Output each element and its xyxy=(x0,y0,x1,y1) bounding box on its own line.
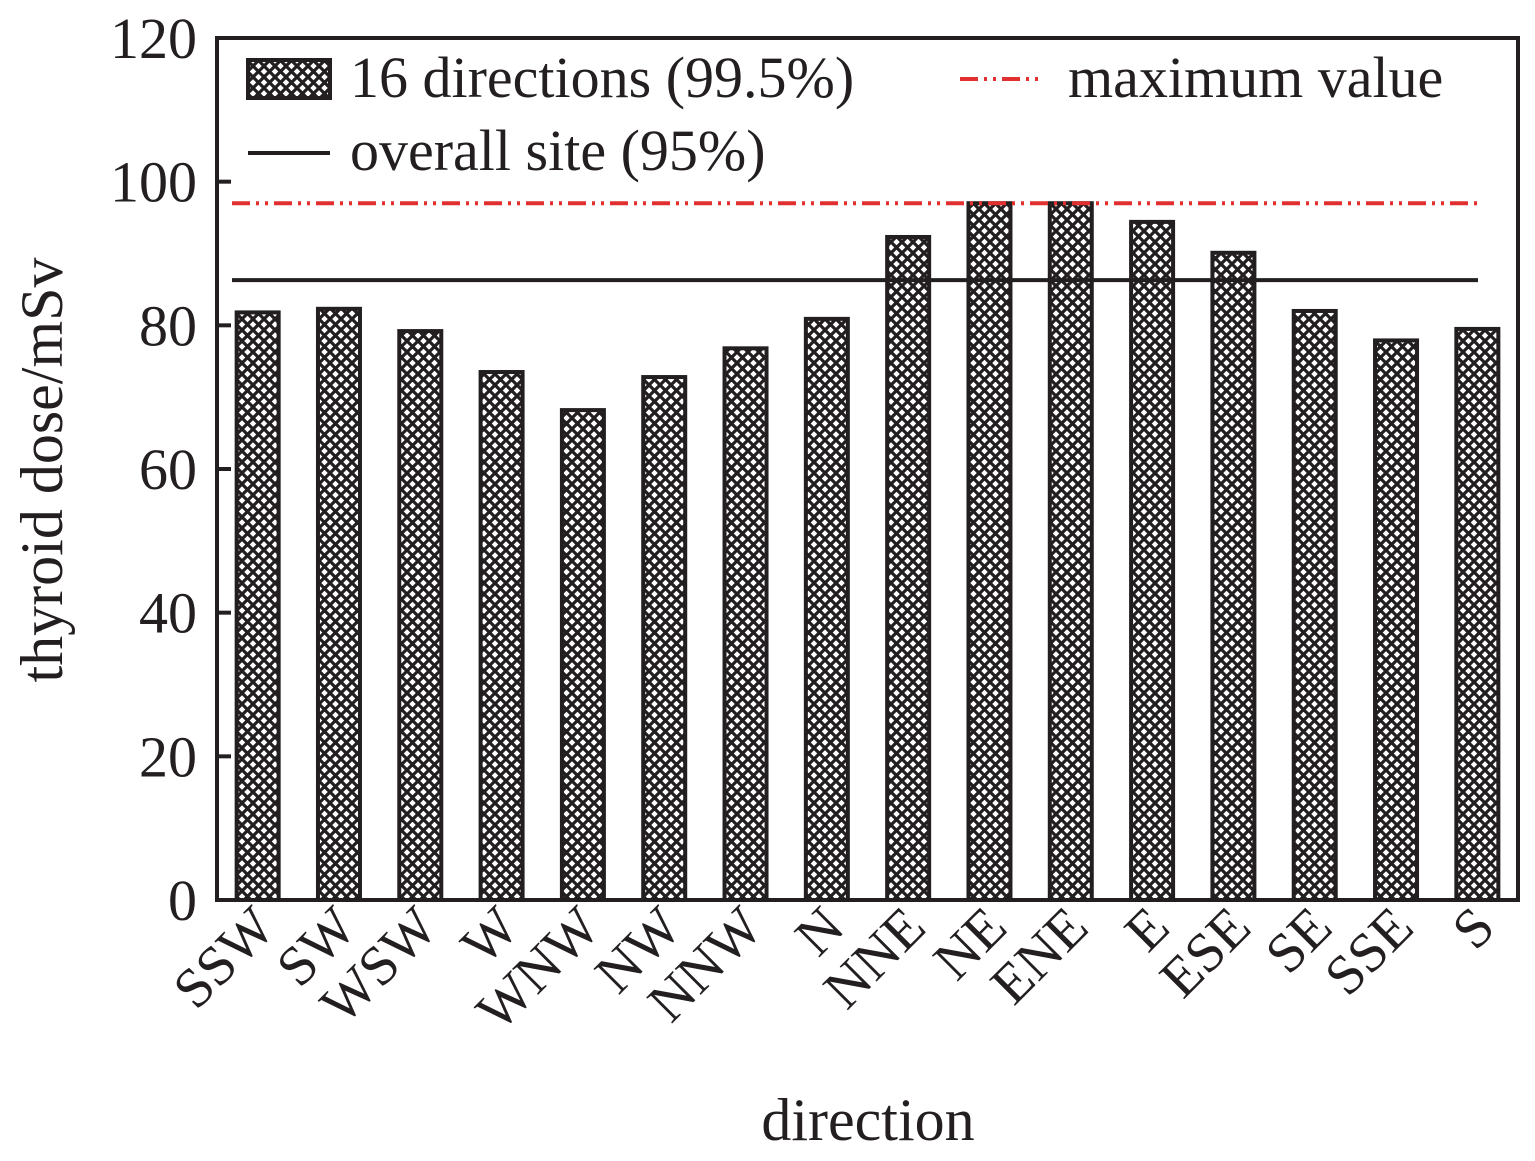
legend-label-overall: overall site (95%) xyxy=(350,118,766,183)
legend-swatch-bars xyxy=(246,58,332,100)
bar-nne xyxy=(885,234,932,902)
bar-sw xyxy=(315,306,362,903)
bar-nnw xyxy=(722,346,769,902)
y-tick-label: 40 xyxy=(139,581,197,646)
y-tick-label: 60 xyxy=(139,437,197,502)
x-tick-label-ene: ENE xyxy=(979,895,1100,1016)
x-tick-label-ese: ESE xyxy=(1148,895,1262,1009)
bar-ene xyxy=(1047,201,1094,902)
y-tick-label: 0 xyxy=(168,868,197,933)
y-axis-title: thyroid dose/mSv xyxy=(9,257,75,682)
bar-wsw xyxy=(397,329,444,902)
bar-nw xyxy=(641,375,688,902)
legend-label-bars: 16 directions (99.5%) xyxy=(350,45,854,110)
bar-n xyxy=(803,316,850,902)
y-ticks-layer: 0 20 40 60 80 100 120 xyxy=(110,6,231,933)
bar-ese xyxy=(1210,250,1257,902)
bar-ssw xyxy=(234,310,281,902)
x-axis-title: direction xyxy=(761,1087,974,1153)
bar-e xyxy=(1129,219,1176,903)
bar-se xyxy=(1291,308,1338,902)
legend-label-maximum: maximum value xyxy=(1068,45,1443,110)
y-tick-label: 80 xyxy=(139,293,197,358)
bar-sse xyxy=(1373,338,1420,902)
x-tick-label-s: S xyxy=(1441,895,1507,961)
reference-lines-layer xyxy=(232,201,1478,283)
y-tick-label: 100 xyxy=(110,150,197,215)
bar-wnw xyxy=(559,408,606,902)
x-tick-label-sse: SSE xyxy=(1313,895,1425,1007)
bar-w xyxy=(478,370,525,902)
y-tick-label: 20 xyxy=(139,724,197,789)
bars-layer xyxy=(234,201,1501,903)
y-tick-label: 120 xyxy=(110,6,197,71)
bar-ne xyxy=(966,201,1013,902)
legend: 16 directions (99.5%) maximum value over… xyxy=(246,45,1443,183)
bar-s xyxy=(1454,326,1501,902)
